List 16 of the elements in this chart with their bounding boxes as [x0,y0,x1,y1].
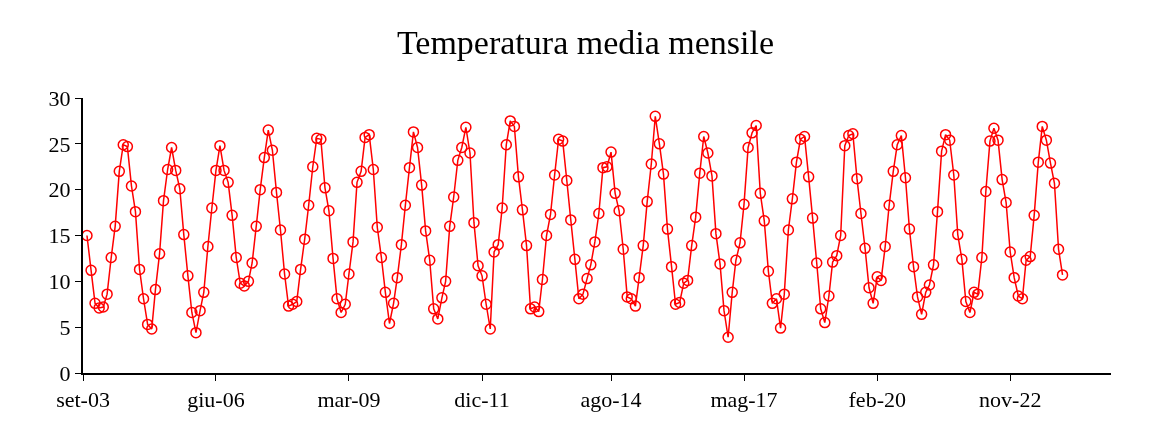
chart-title: Temperatura media mensile [396,24,775,62]
x-tick-label: mag-17 [710,387,778,413]
x-tick-label: nov-22 [979,387,1042,413]
x-tick-label: mar-09 [317,387,381,413]
y-tick-label: 15 [48,223,71,249]
x-tick-label: ago-14 [580,387,642,413]
y-tick-label: 30 [48,85,71,111]
y-tick-label: 5 [59,314,71,340]
x-tick-label: giu-06 [187,387,245,413]
x-tick-label: set-03 [56,387,110,413]
y-tick-label: 10 [48,269,71,295]
x-tick-label: dic-11 [454,387,510,413]
y-tick-label: 0 [59,360,71,386]
y-tick-label: 20 [48,177,71,203]
y-tick-label: 25 [48,131,71,157]
x-tick-label: feb-20 [848,387,906,413]
